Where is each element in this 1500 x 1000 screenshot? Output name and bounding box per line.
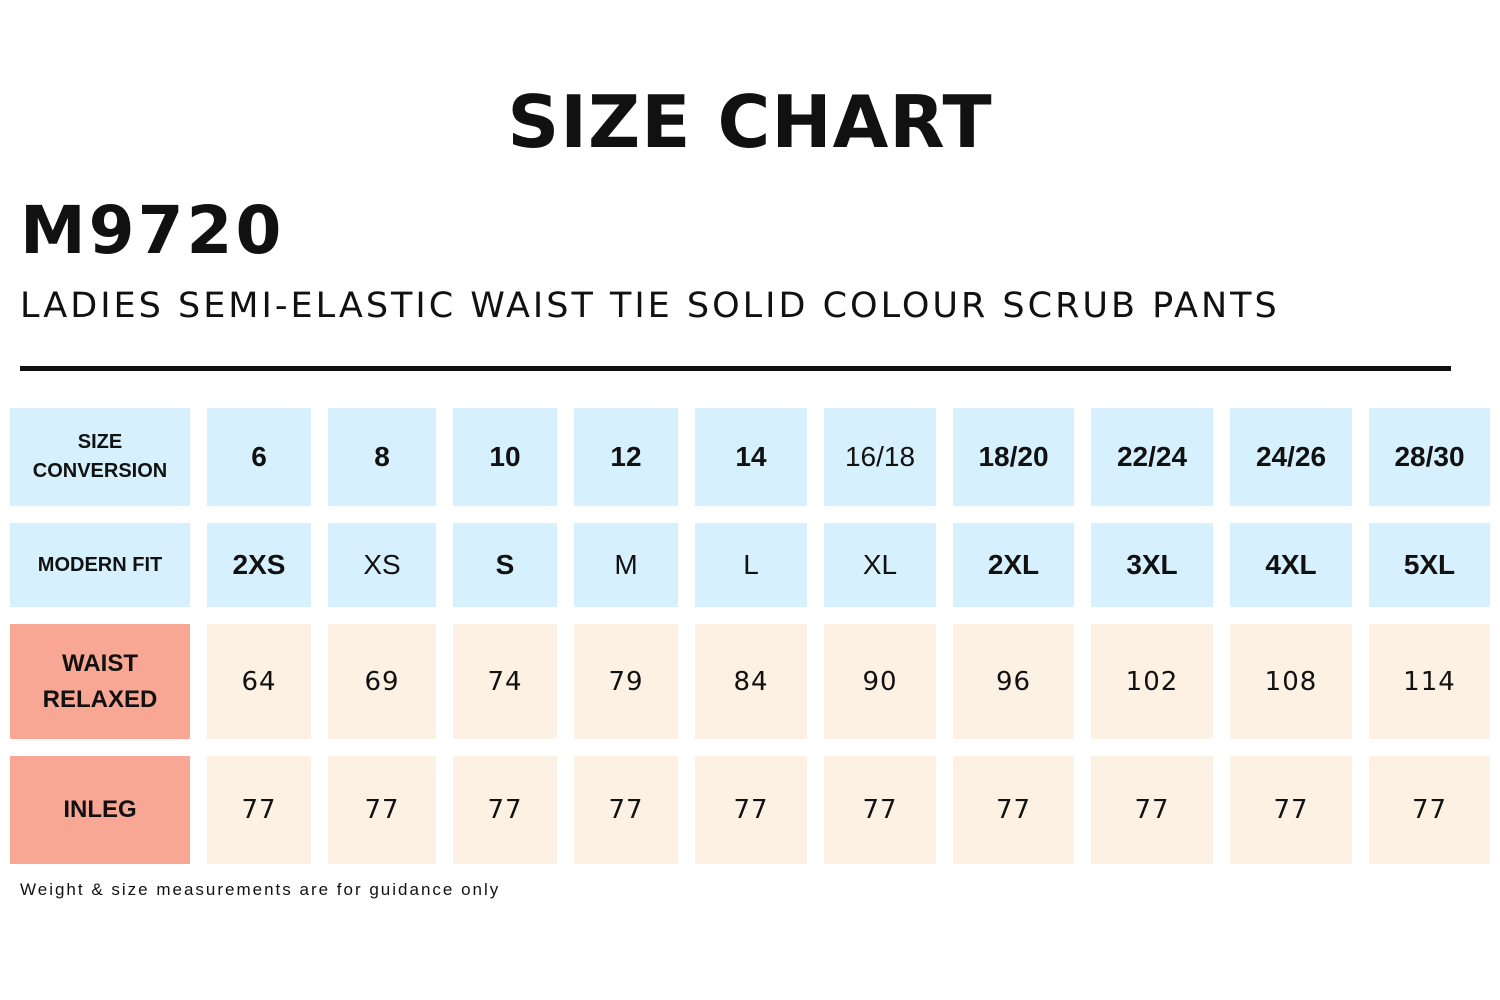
table-cell: XL [824,523,936,607]
table-cell: 77 [695,756,807,864]
table-cell: L [695,523,807,607]
table-cell: 79 [574,624,678,739]
table-cell: 77 [574,756,678,864]
table-cell: 5XL [1369,523,1490,607]
table-cell: 64 [207,624,311,739]
table-cell: 77 [824,756,936,864]
table-cell: 90 [824,624,936,739]
row-label: INLEG [10,756,190,864]
table-cell: 84 [695,624,807,739]
page-title: SIZE CHART [507,80,993,164]
product-name: LADIES SEMI-ELASTIC WAIST TIE SOLID COLO… [20,286,1280,326]
table-cell: 77 [953,756,1074,864]
table-cell: 77 [328,756,436,864]
table-cell: 74 [453,624,557,739]
footnote: Weight & size measurements are for guida… [20,880,501,899]
table-cell: 3XL [1091,523,1213,607]
table-cell: S [453,523,557,607]
table-cell: 77 [1091,756,1213,864]
table-cell: 22/24 [1091,408,1213,506]
table-cell: 12 [574,408,678,506]
table-cell: 114 [1369,624,1490,739]
row-label: WAIST RELAXED [10,624,190,739]
table-cell: 77 [1369,756,1490,864]
table-cell: 18/20 [953,408,1074,506]
product-code: M9720 [20,192,285,269]
row-label: SIZE CONVERSION [10,408,190,506]
table-cell: 2XS [207,523,311,607]
table-cell: 77 [1230,756,1352,864]
table-cell: 108 [1230,624,1352,739]
row-label: MODERN FIT [10,523,190,607]
table-cell: 96 [953,624,1074,739]
table-cell: 2XL [953,523,1074,607]
divider [20,366,1451,371]
table-cell: 102 [1091,624,1213,739]
table-cell: 10 [453,408,557,506]
table-cell: 24/26 [1230,408,1352,506]
table-cell: 14 [695,408,807,506]
table-cell: 8 [328,408,436,506]
table-cell: 16/18 [824,408,936,506]
table-cell: 28/30 [1369,408,1490,506]
table-cell: M [574,523,678,607]
table-cell: 77 [207,756,311,864]
table-cell: 69 [328,624,436,739]
table-cell: 4XL [1230,523,1352,607]
table-cell: 6 [207,408,311,506]
table-cell: XS [328,523,436,607]
table-cell: 77 [453,756,557,864]
